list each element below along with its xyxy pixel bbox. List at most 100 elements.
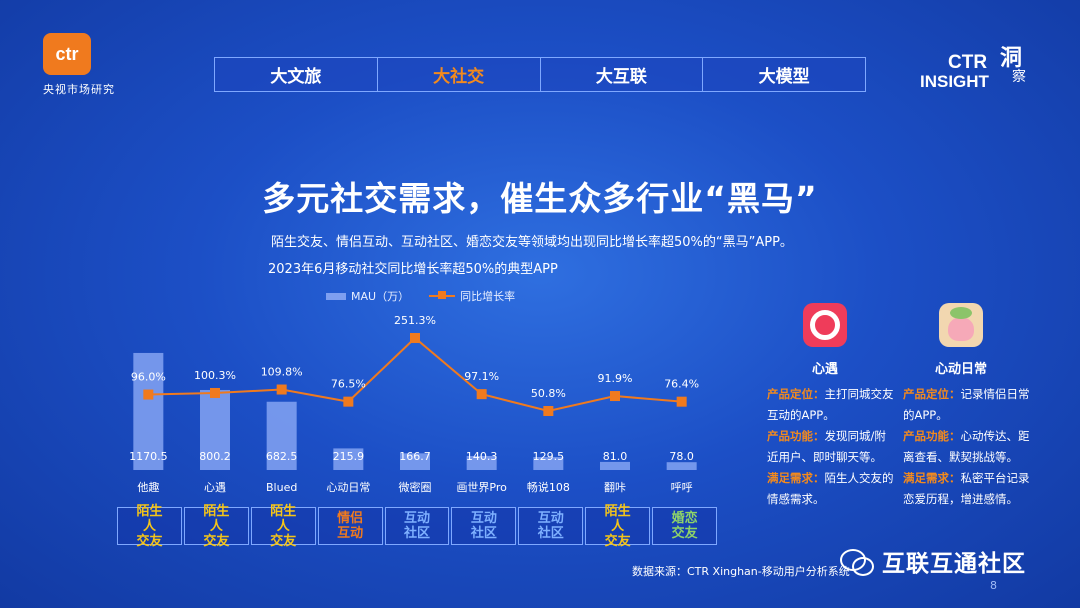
category-tick-label: 心遇 <box>204 481 226 494</box>
xinyu-position-value: 主打同城交友互动的APP。 <box>767 387 894 422</box>
chart-legend: MAU（万） 同比增长率 <box>326 288 515 304</box>
growth-label: 109.8% <box>261 366 303 379</box>
ctr-logo: ctr <box>43 33 91 75</box>
app-name-xindong: 心动日常 <box>935 362 988 377</box>
category-tick-label: 畅说108 <box>527 480 570 494</box>
growth-label: 76.5% <box>331 378 366 391</box>
category-segment-cell: 陌生人 交友 <box>250 504 316 549</box>
mau-label: 140.3 <box>466 450 498 463</box>
ctr-logo-subtitle: 央视市场研究 <box>43 83 115 96</box>
growth-point <box>476 389 487 400</box>
chart-title: 2023年6月移动社交同比增长率超50%的典型APP <box>268 262 558 277</box>
insight-ctr-text: CTR <box>948 52 988 73</box>
mau-label: 215.9 <box>333 450 365 463</box>
growth-point <box>676 396 687 407</box>
growth-point <box>276 384 287 395</box>
bar-line-chart: 96.0% 1170.5 他趣 100.3% 800.2 心遇 109.8% 682.5 Blu… <box>129 314 699 494</box>
category-segment-cell: 互动 社区 <box>518 507 584 545</box>
category-tick-label: 微密圈 <box>399 480 432 494</box>
mau-bar <box>600 461 630 470</box>
xindong-need-value: 私密平台记录恋爱历程，增进感情。 <box>903 471 1030 506</box>
mau-bar <box>533 457 564 470</box>
app-desc-xinyu: 产品定位：主打同城交友互动的APP。 产品功能：发现同城/附近用户、即时聊天等。… <box>767 384 895 510</box>
insight-text: INSIGHT <box>920 72 989 91</box>
growth-point <box>343 396 354 407</box>
category-segment-cell: 陌生人 交友 <box>117 504 182 549</box>
app-card-xinyu: 心遇 <box>803 303 847 377</box>
category-segment-cell: 互动 社区 <box>451 507 517 545</box>
xinyu-app-icon <box>803 303 847 347</box>
growth-point <box>210 387 220 398</box>
xindong-app-icon <box>939 303 983 347</box>
mau-label: 81.0 <box>603 450 628 463</box>
xinyu-need-value: 陌生人交友的情感需求。 <box>767 471 894 506</box>
mau-bar <box>466 455 497 470</box>
legend-growth-label: 同比增长率 <box>460 290 516 303</box>
top-nav-tabs: 大文旅 大社交 大互联 大模型 <box>214 57 866 92</box>
xindong-position-key: 产品定位： <box>903 387 961 401</box>
page-number: 8 <box>990 579 997 592</box>
xindong-need-key: 满足需求： <box>903 471 961 485</box>
mau-bar <box>666 462 697 470</box>
xinyu-position-key: 产品定位： <box>767 387 825 401</box>
mau-bar <box>200 389 230 470</box>
insight-cn2: 察 <box>1012 69 1026 85</box>
growth-label: 76.4% <box>664 378 699 391</box>
category-tick-label: 他趣 <box>137 480 159 494</box>
category-tick-label: 画世界Pro <box>456 481 507 494</box>
xindong-function-key: 产品功能： <box>903 429 961 443</box>
growth-label: 96.0% <box>131 371 166 384</box>
growth-label: 100.3% <box>194 369 236 382</box>
growth-point <box>610 391 620 402</box>
xinyu-need-key: 满足需求： <box>767 471 825 485</box>
mau-bar <box>400 453 430 470</box>
app-card-xindong: 心动日常 <box>935 303 987 377</box>
page-title: 多元社交需求，催生众多行业“黑马” <box>262 179 818 218</box>
watermark-text: 互联互通社区 <box>882 551 1026 577</box>
mau-bar <box>266 401 297 470</box>
app-name-xinyu: 心遇 <box>811 362 838 377</box>
mau-label: 166.7 <box>399 450 431 463</box>
category-segment-cell: 陌生人 交友 <box>585 504 651 549</box>
category-segment-row: 陌生人 交友 陌生人 交友 陌生人 交友 情侣 互动 互动 社区 互动 社区 互动 社区 陌生… <box>117 504 718 549</box>
category-tick-label: 心动日常 <box>326 481 370 494</box>
insight-cn1: 洞 <box>1000 46 1023 71</box>
legend-line-swatch <box>429 291 456 299</box>
category-segment-cell: 情侣 互动 <box>317 507 383 545</box>
tab-large-model[interactable]: 大模型 <box>703 58 865 91</box>
wechat-icon <box>840 547 874 576</box>
growth-label: 97.1% <box>464 370 499 383</box>
category-segment-cell: 互动 社区 <box>384 507 450 545</box>
page-subtitle: 陌生交友、情侣互动、互动社区、婚恋交友等领域均出现同比增长率超50%的“黑马”A… <box>271 235 793 250</box>
app-desc-xindong: 产品定位：记录情侣日常的APP。 产品功能：心动传达、距离查看、默契挑战等。 满… <box>903 384 1031 510</box>
tab-social[interactable]: 大社交 <box>377 58 541 91</box>
tab-interconnect[interactable]: 大互联 <box>540 58 704 91</box>
growth-point <box>410 333 420 343</box>
category-segment-cell: 婚恋 交友 <box>652 507 718 545</box>
mau-label: 129.5 <box>533 450 565 463</box>
xinyu-function-value: 发现同城/附近用户、即时聊天等。 <box>767 429 886 464</box>
mau-label: 800.2 <box>199 450 231 463</box>
mau-bar <box>133 352 164 470</box>
data-source: 数据来源：CTR Xinghan-移动用户分析系统 <box>632 565 850 578</box>
growth-label: 251.3% <box>394 314 436 327</box>
category-tick-label: 呼呼 <box>671 481 693 494</box>
category-tick-label: 翻咔 <box>604 480 626 494</box>
growth-point <box>543 406 554 416</box>
legend-bar-swatch <box>326 292 346 300</box>
growth-label: 50.8% <box>531 387 566 400</box>
mau-label: 1170.5 <box>129 450 168 463</box>
xinyu-function-key: 产品功能： <box>767 429 825 443</box>
mau-label: 78.0 <box>669 450 694 463</box>
category-tick-label: Blued <box>266 481 297 494</box>
mau-label: 682.5 <box>266 450 298 463</box>
growth-point <box>143 389 154 400</box>
category-segment-cell: 陌生人 交友 <box>183 504 249 549</box>
legend-mau-label: MAU（万） <box>351 290 410 303</box>
wechat-watermark: 互联互通社区 <box>840 544 1026 578</box>
xindong-function-value: 心动传达、距离查看、默契挑战等。 <box>903 429 1030 464</box>
ctr-insight-logo: CTR INSIGHT 洞 察 <box>920 40 1050 100</box>
tab-travel[interactable]: 大文旅 <box>215 58 378 91</box>
growth-label: 91.9% <box>598 372 633 385</box>
mau-bar <box>333 448 364 470</box>
